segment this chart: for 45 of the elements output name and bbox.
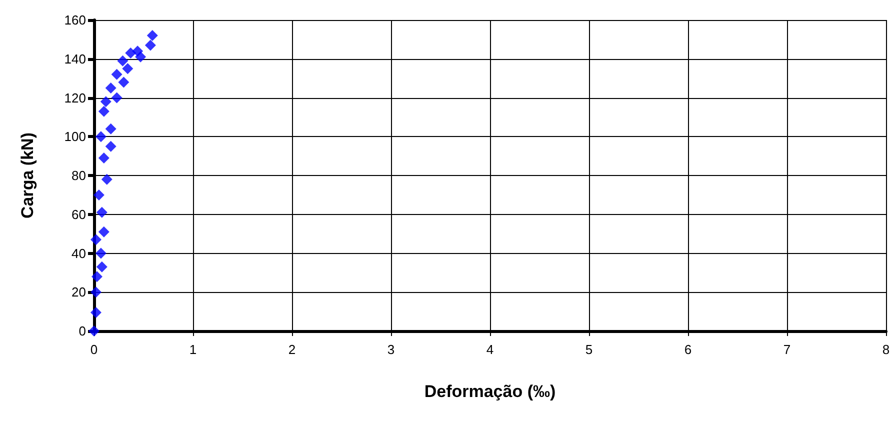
point [90, 307, 102, 318]
y-tick-label: 100 [64, 129, 86, 144]
point [146, 30, 158, 42]
x-tick-label: 6 [684, 342, 692, 357]
point [100, 96, 112, 108]
x-tick-label: 3 [387, 342, 395, 357]
y-tick-label: 80 [72, 168, 86, 183]
y-tick-label: 20 [72, 284, 86, 300]
point [105, 140, 116, 152]
y-tick-label: 0 [78, 324, 86, 338]
point [95, 248, 106, 259]
point [118, 76, 130, 88]
point [98, 226, 110, 238]
point [144, 40, 156, 51]
point [105, 123, 116, 134]
y-tick-label: 140 [64, 51, 86, 66]
x-tick-label: 0 [90, 342, 98, 357]
point [117, 55, 128, 66]
point [105, 82, 116, 94]
point [98, 152, 110, 164]
x-axis-title: Deformação (‰) [424, 382, 556, 401]
point [96, 261, 108, 272]
y-tick-label: 40 [72, 246, 86, 261]
y-tick-label: 60 [72, 206, 86, 222]
point [93, 189, 104, 200]
y-tick-label: 160 [64, 12, 86, 28]
point [91, 271, 102, 282]
point [122, 63, 134, 74]
x-tick-label: 4 [486, 342, 494, 357]
x-tick-label: 5 [585, 342, 593, 357]
point [111, 68, 122, 80]
point [101, 174, 112, 185]
x-tick-label: 7 [783, 342, 791, 357]
point [132, 46, 144, 57]
point [96, 206, 108, 218]
y-axis-title: Carga (kN) [18, 132, 37, 218]
point [90, 286, 102, 298]
y-tick-label: 120 [64, 90, 86, 106]
x-tick-label: 1 [189, 342, 197, 357]
point [98, 106, 110, 117]
x-tick-label: 2 [288, 342, 296, 357]
x-tick-label: 8 [882, 342, 890, 357]
point [111, 92, 122, 104]
point [90, 234, 102, 246]
point [95, 131, 106, 142]
